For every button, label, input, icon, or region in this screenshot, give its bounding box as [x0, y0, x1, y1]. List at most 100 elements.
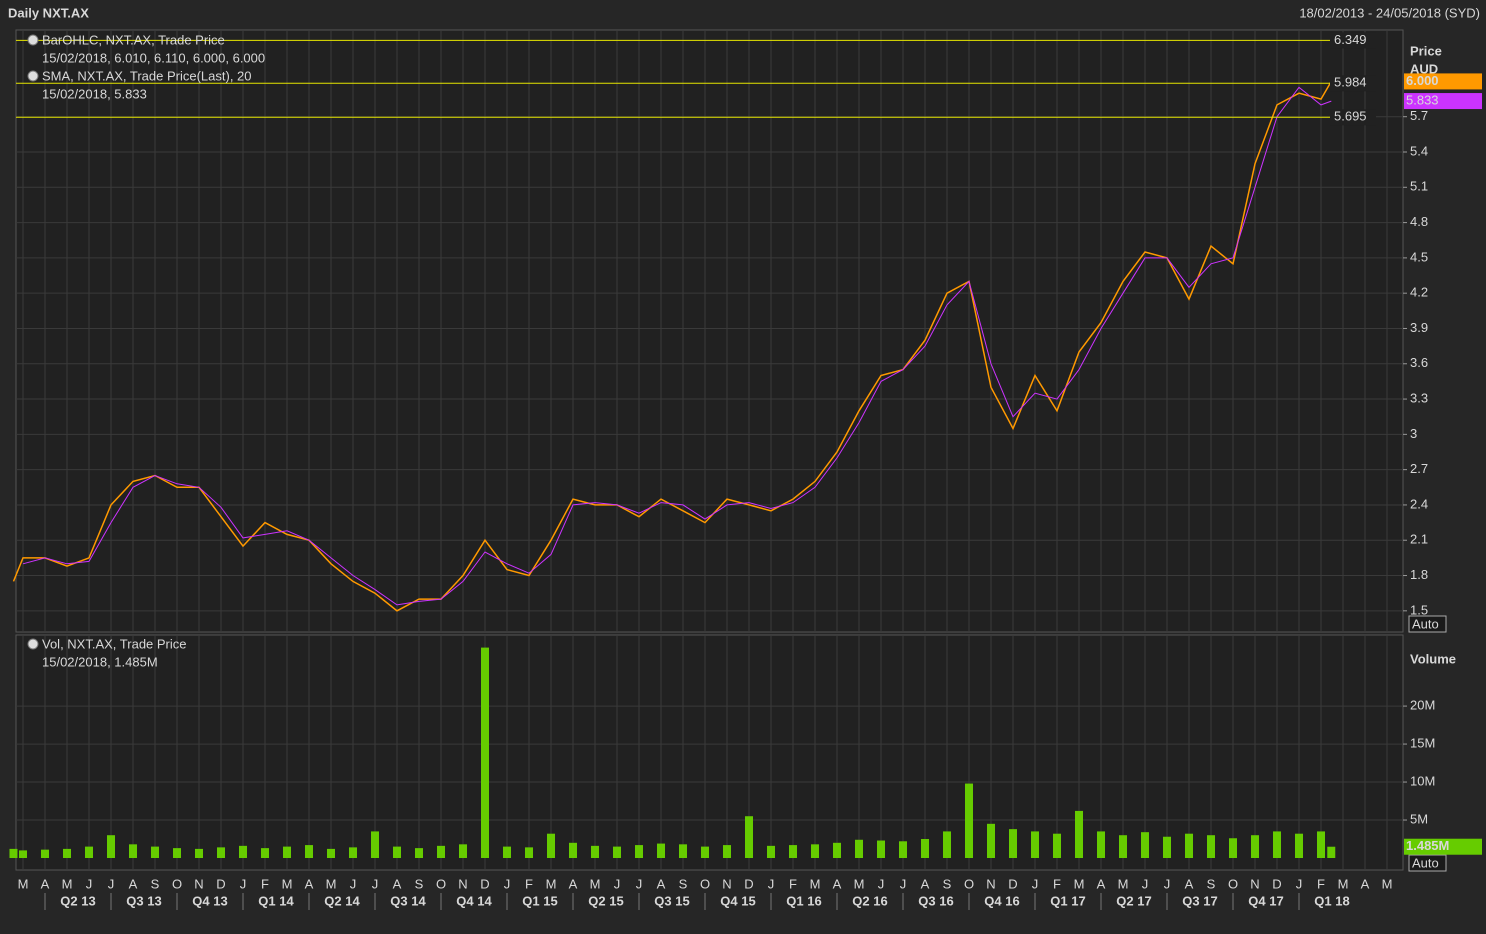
- x-month-label: J: [350, 876, 357, 891]
- volume-bar: [789, 845, 797, 858]
- volume-bar: [767, 845, 775, 858]
- volume-bar: [1273, 831, 1281, 858]
- x-quarter-label: Q4 13: [192, 893, 227, 908]
- x-month-label: M: [546, 876, 557, 891]
- x-month-label: D: [1008, 876, 1017, 891]
- x-quarter-label: Q2 14: [324, 893, 360, 908]
- x-month-label: A: [569, 876, 578, 891]
- reference-label-bg: [1330, 109, 1376, 126]
- y-tick-label: 2.7: [1410, 461, 1428, 476]
- volume-bar: [1119, 835, 1127, 858]
- x-month-label: S: [415, 876, 424, 891]
- volume-bar: [591, 845, 599, 858]
- volume-bar: [19, 850, 27, 858]
- legend-detail: 15/02/2018, 6.010, 6.110, 6.000, 6.000: [42, 50, 265, 65]
- legend-icon: [27, 638, 39, 650]
- volume-bar: [1009, 829, 1017, 858]
- volume-bar: [151, 846, 159, 858]
- volume-bar: [987, 823, 995, 858]
- legend-icon: [27, 70, 39, 82]
- reference-label: 6.349: [1334, 32, 1367, 47]
- reference-label-bg: [1330, 32, 1376, 49]
- x-quarter-label: Q3 14: [390, 893, 426, 908]
- x-month-label: M: [1382, 876, 1393, 891]
- x-month-label: D: [744, 876, 753, 891]
- volume-bar: [877, 840, 885, 858]
- reference-label: 5.695: [1334, 109, 1367, 124]
- x-month-label: A: [1185, 876, 1194, 891]
- volume-bar: [129, 844, 137, 858]
- volume-bar: [63, 848, 71, 858]
- x-month-label: N: [722, 876, 731, 891]
- x-month-label: A: [305, 876, 314, 891]
- x-month-label: M: [1118, 876, 1129, 891]
- y-tick-label: 3: [1410, 426, 1417, 441]
- volume-bar: [833, 842, 841, 858]
- x-month-label: J: [1164, 876, 1171, 891]
- volume-bar: [1251, 835, 1259, 858]
- volume-bar: [107, 835, 115, 858]
- volume-bar: [943, 831, 951, 858]
- x-month-label: M: [1074, 876, 1085, 891]
- x-month-label: J: [372, 876, 379, 891]
- x-month-label: J: [636, 876, 643, 891]
- scale-mode[interactable]: Auto: [1412, 616, 1439, 631]
- last-value-label: 1.485M: [1406, 838, 1449, 853]
- x-quarter-label: Q3 16: [918, 893, 953, 908]
- x-month-label: F: [1053, 876, 1061, 891]
- volume-bar: [547, 833, 555, 858]
- y-tick-label: 3.6: [1410, 355, 1428, 370]
- legend-name: BarOHLC, NXT.AX, Trade Price: [42, 32, 225, 47]
- volume-bar: [855, 839, 863, 858]
- y-tick-label: 3.9: [1410, 320, 1428, 335]
- x-month-label: O: [436, 876, 446, 891]
- volume-bar: [1031, 831, 1039, 858]
- x-month-label: J: [614, 876, 621, 891]
- scale-button[interactable]: [1408, 854, 1447, 872]
- reference-label-bg: [1330, 75, 1376, 92]
- x-month-label: F: [789, 876, 797, 891]
- volume-bar: [437, 845, 445, 858]
- volume-bar: [217, 847, 225, 858]
- x-quarter-label: Q1 17: [1050, 893, 1085, 908]
- header-title: Daily NXT.AX: [8, 5, 89, 20]
- volume-bar: [327, 848, 335, 858]
- volume-bar: [723, 845, 731, 858]
- volume-bar: [371, 831, 379, 858]
- volume-bar: [349, 847, 357, 858]
- volume-bar: [1097, 831, 1105, 858]
- volume-bar: [1229, 838, 1237, 858]
- volume-bar: [635, 845, 643, 858]
- x-quarter-label: Q4 17: [1248, 893, 1283, 908]
- y-tick-label: 2.1: [1410, 532, 1428, 547]
- x-month-label: D: [1272, 876, 1281, 891]
- last-value-box: [1404, 93, 1482, 110]
- x-quarter-label: Q3 13: [126, 893, 161, 908]
- volume-panel: [15, 634, 1404, 871]
- x-quarter-label: Q2 15: [588, 893, 623, 908]
- volume-bar: [261, 848, 269, 858]
- x-month-label: D: [216, 876, 225, 891]
- y-tick-label: 5.7: [1410, 108, 1428, 123]
- legend-icon: [27, 34, 39, 46]
- x-month-label: J: [1032, 876, 1039, 891]
- volume-bar: [613, 846, 621, 858]
- scale-button[interactable]: [1408, 615, 1447, 633]
- volume-bar: [965, 783, 973, 858]
- x-month-label: A: [129, 876, 138, 891]
- y-tick-label: 15M: [1410, 736, 1435, 751]
- scale-mode[interactable]: Auto: [1412, 855, 1439, 870]
- x-month-label: J: [504, 876, 511, 891]
- x-quarter-label: Q2 17: [1116, 893, 1151, 908]
- legend-detail: 15/02/2018, 1.485M: [42, 654, 158, 669]
- legend-name: SMA, NXT.AX, Trade Price(Last), 20: [42, 68, 252, 83]
- x-month-label: M: [590, 876, 601, 891]
- volume-bar: [393, 846, 401, 858]
- volume-bar: [195, 848, 203, 858]
- volume-bar: [41, 849, 49, 858]
- last-value-label: 6.000: [1406, 73, 1439, 88]
- y-tick-label: 5.1: [1410, 179, 1428, 194]
- volume-bar: [569, 842, 577, 858]
- x-quarter-label: Q1 18: [1314, 893, 1349, 908]
